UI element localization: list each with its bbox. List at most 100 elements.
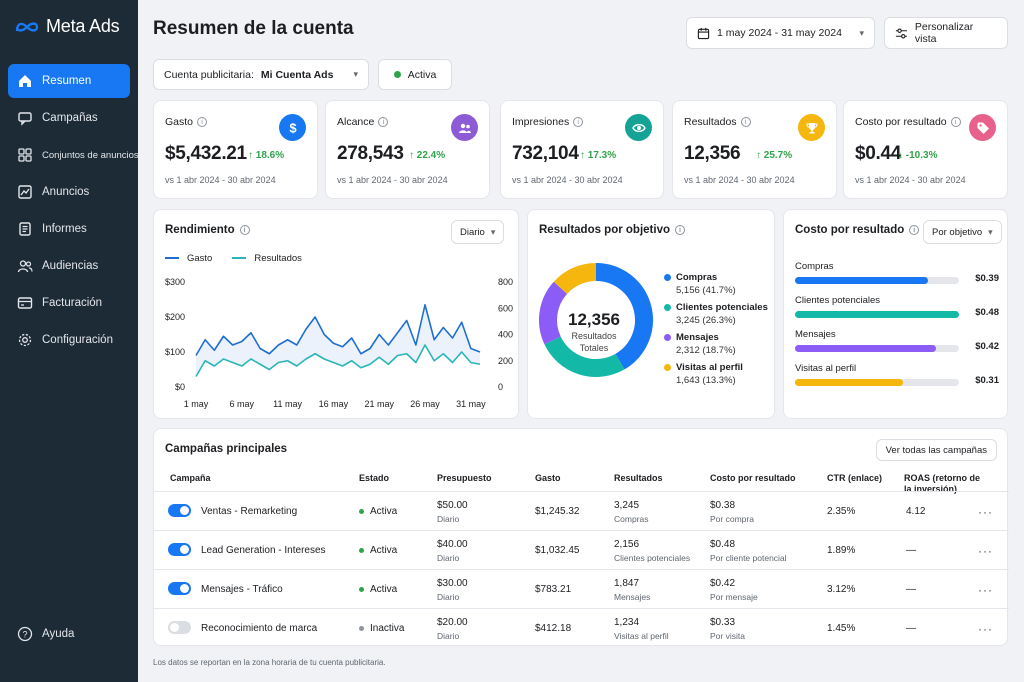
series-line-gasto[interactable] — [195, 303, 481, 356]
info-icon[interactable]: i — [197, 117, 208, 127]
kpi-card-impresiones[interactable]: Impresiones i 732,104 ↑ 17.3% vs 1 abr 2024 … — [500, 100, 664, 199]
results-cell: 2,156 Clientes potenciales — [614, 531, 690, 570]
roas-cell: — — [906, 531, 916, 570]
sidebar-item-informes[interactable]: Informes — [8, 212, 130, 246]
kpi-delta: ↓ -10.3% — [898, 150, 938, 161]
legend-dot — [664, 274, 671, 281]
kpi-compare-period: vs 1 abr 2024 - 30 abr 2024 — [512, 175, 623, 185]
customize-view-button[interactable]: Personalizar vista — [884, 17, 1008, 49]
sidebar-item-facturacion[interactable]: Facturación — [8, 286, 130, 320]
cost-bar-fill — [795, 379, 904, 386]
info-icon[interactable]: i — [573, 117, 584, 127]
kpi-card-gasto[interactable]: Gasto i $ $5,432.21 ↑ 18.6% vs 1 abr 2024 - 3… — [153, 100, 318, 199]
cost-grouping-select[interactable]: Por objetivo ▾ — [923, 220, 1002, 244]
sidebar-item-conjuntos[interactable]: Conjuntos de anuncios — [8, 138, 139, 172]
table-row[interactable]: Mensajes - Tráfico Activa $30.00 Diario $783… — [154, 569, 1009, 608]
budget-cell: $20.00 Diario — [437, 609, 468, 648]
kpi-card-costo-por-resultado[interactable]: Costo por resultado i $0.44 ↓ -10.3% vs 1 ab… — [843, 100, 1008, 199]
table-row[interactable]: Reconocimiento de marca Inactiva $20.00 Dia… — [154, 608, 1009, 647]
donut-slice-clientes-potenciales[interactable] — [544, 336, 625, 377]
objectives-title-text: Resultados por objetivo — [539, 224, 670, 236]
objective-legend-item[interactable]: Mensajes 2,312 (18.7%) — [664, 332, 772, 356]
table-row[interactable]: Ventas - Remarketing Activa $50.00 Diario $1… — [154, 491, 1009, 530]
status-dot — [359, 587, 364, 592]
meta-logo[interactable]: Meta Ads — [14, 16, 120, 37]
objective-name: Mensajes — [676, 332, 719, 343]
info-icon[interactable]: i — [909, 225, 920, 235]
ctr-cell: 3.12% — [827, 570, 855, 609]
more-options-icon[interactable]: ··· — [978, 544, 993, 558]
objective-legend-item[interactable]: Clientes potenciales 3,245 (26.3%) — [664, 302, 772, 326]
help-link[interactable]: ? Ayuda — [17, 626, 74, 642]
campaign-name[interactable]: Reconocimiento de marca — [201, 623, 318, 634]
info-icon[interactable]: i — [239, 225, 250, 235]
campaign-toggle[interactable] — [168, 621, 191, 634]
status-dot — [393, 71, 401, 78]
y-left-tick-label: $0 — [175, 382, 185, 392]
info-icon[interactable]: i — [950, 117, 961, 127]
sidebar-item-label: Informes — [42, 223, 87, 235]
cost-row: Mensajes $0.42 — [795, 329, 999, 352]
more-options-icon[interactable]: ··· — [978, 583, 993, 597]
campaign-toggle[interactable] — [168, 504, 191, 517]
donut-slice-compras[interactable] — [595, 263, 653, 370]
status-cell: Activa — [359, 570, 397, 609]
kpi-delta: ↑ 25.7% — [756, 150, 793, 161]
budget-type: Diario — [437, 591, 460, 602]
status-label: Activa — [370, 506, 398, 517]
info-icon[interactable]: i — [675, 225, 685, 235]
objective-legend-item[interactable]: Visitas al perfil 1,643 (13.3%) — [664, 362, 772, 386]
table-row[interactable]: Lead Generation - Intereses Activa $40.00 D… — [154, 530, 1009, 569]
sidebar-item-configuracion[interactable]: Configuración — [8, 323, 130, 357]
legend-dot — [664, 334, 671, 341]
ctr-cell: 1.89% — [827, 531, 855, 570]
ad-account-selector[interactable]: Cuenta publicitaria: Mi Cuenta Ads ▾ — [153, 59, 369, 90]
campaign-toggle[interactable] — [168, 543, 191, 556]
budget-value: $50.00 — [437, 499, 468, 511]
results-value: 3,245 — [614, 499, 640, 511]
sidebar-item-resumen[interactable]: Resumen — [8, 64, 130, 98]
campaign-name-cell: Mensajes - Tráfico — [201, 570, 283, 609]
campaign-toggle[interactable] — [168, 582, 191, 595]
campaign-name[interactable]: Ventas - Remarketing — [201, 506, 298, 517]
home-icon — [19, 75, 31, 87]
status-dot — [359, 509, 364, 514]
users-icon — [17, 260, 33, 273]
granularity-select[interactable]: Diario ▾ — [451, 220, 505, 244]
results-type: Compras — [614, 513, 649, 524]
donut-total-label-1: Resultados — [571, 331, 617, 341]
campaign-name[interactable]: Mensajes - Tráfico — [201, 584, 283, 595]
date-range-picker[interactable]: 1 may 2024 - 31 may 2024 ▾ — [686, 17, 875, 49]
kpi-title: Resultados i — [684, 116, 751, 128]
spend-value: $1,032.45 — [535, 545, 580, 556]
sidebar-item-audiencias[interactable]: Audiencias — [8, 249, 130, 283]
series-line-resultados[interactable] — [195, 344, 481, 377]
donut-slice-visitas-al-perfil[interactable] — [553, 263, 597, 295]
sidebar-item-campanas[interactable]: Campañas — [8, 101, 130, 135]
kpi-card-alcance[interactable]: Alcance i 278,543 ↑ 22.4% vs 1 abr 2024 - 30… — [325, 100, 490, 199]
kpi-value: 12,356 — [684, 143, 741, 164]
cpr-type: Por compra — [710, 513, 754, 524]
legend-label: Resultados — [254, 253, 302, 264]
table-header: CTR (enlace) — [827, 473, 883, 483]
sidebar-item-label: Anuncios — [42, 186, 90, 198]
more-options-icon[interactable]: ··· — [978, 505, 993, 519]
kpi-delta: ↑ 18.6% — [248, 150, 285, 161]
date-range-label: 1 may 2024 - 31 may 2024 — [717, 27, 842, 39]
view-all-campaigns-button[interactable]: Ver todas las campañas — [875, 439, 997, 461]
legend-item-resultados[interactable]: Resultados — [232, 253, 302, 264]
kpi-compare-period: vs 1 abr 2024 - 30 abr 2024 — [337, 175, 448, 185]
more-options-icon[interactable]: ··· — [978, 622, 993, 636]
kpi-card-resultados[interactable]: Resultados i 12,356 ↑ 25.7% vs 1 abr 2024 - … — [672, 100, 837, 199]
cpr-value: $0.33 — [710, 616, 736, 628]
donut-slice-mensajes[interactable] — [539, 281, 568, 345]
campaign-name[interactable]: Lead Generation - Intereses — [201, 545, 326, 556]
info-icon[interactable]: i — [378, 117, 389, 127]
objective-legend-item[interactable]: Compras 5,156 (41.7%) — [664, 272, 772, 296]
legend-item-gasto[interactable]: Gasto — [165, 253, 212, 264]
kpi-compare-period: vs 1 abr 2024 - 30 abr 2024 — [165, 175, 276, 185]
table-header: Costo por resultado — [710, 473, 796, 483]
sidebar-item-anuncios[interactable]: Anuncios — [8, 175, 130, 209]
info-icon[interactable]: i — [740, 117, 751, 127]
people-icon — [451, 114, 478, 141]
